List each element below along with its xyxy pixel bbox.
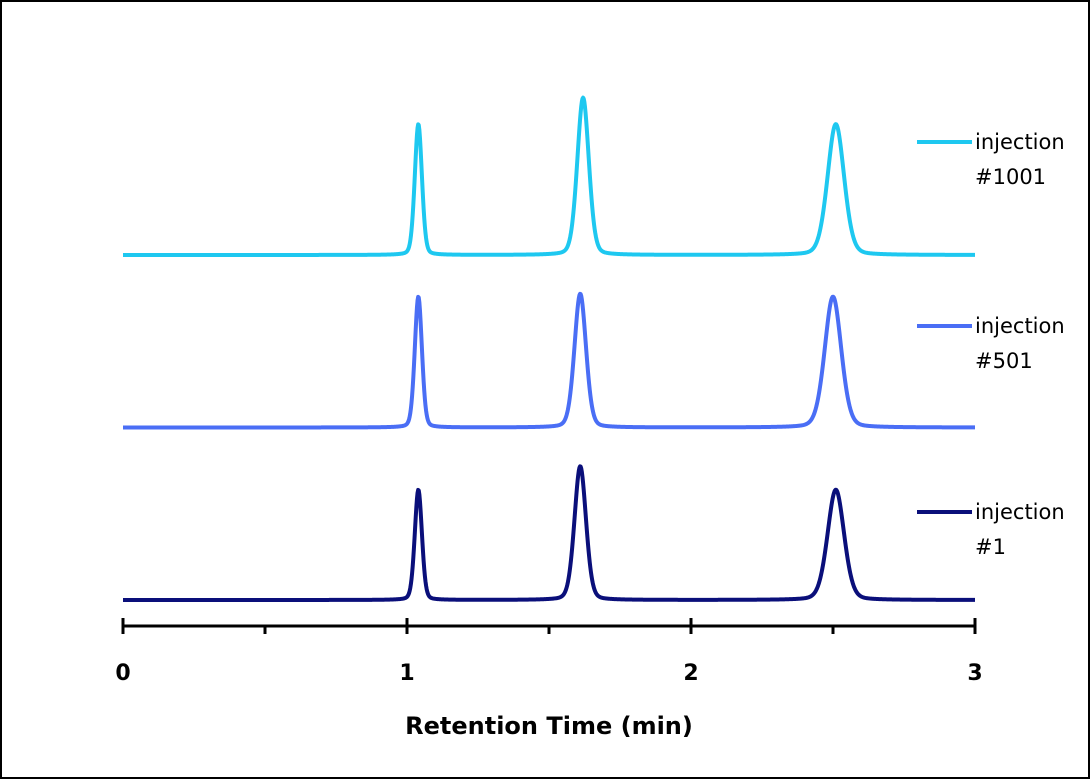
legend-label: injection xyxy=(975,314,1065,338)
series-line-2 xyxy=(121,464,977,602)
legend-label: injection xyxy=(975,500,1065,524)
legend-label: #1 xyxy=(975,535,1006,559)
x-axis-tick-labels: 0 1 2 3 xyxy=(115,661,982,686)
legend-label: #501 xyxy=(975,349,1033,373)
x-tick-label: 2 xyxy=(683,661,698,686)
x-axis-ticks xyxy=(121,618,977,634)
legend-label: injection xyxy=(975,130,1065,154)
legend-label: #1001 xyxy=(975,165,1046,189)
trace-group xyxy=(121,95,977,602)
x-tick-label: 3 xyxy=(967,661,982,686)
series-line-0 xyxy=(121,95,977,257)
x-axis-title: Retention Time (min) xyxy=(405,712,693,740)
x-tick-label: 0 xyxy=(115,661,130,686)
x-tick-label: 1 xyxy=(399,661,414,686)
legend: injection #1001 injection #501 injection #1 xyxy=(917,130,1065,559)
x-axis: 0 1 2 3 xyxy=(115,618,983,686)
series-line-1 xyxy=(121,291,977,430)
